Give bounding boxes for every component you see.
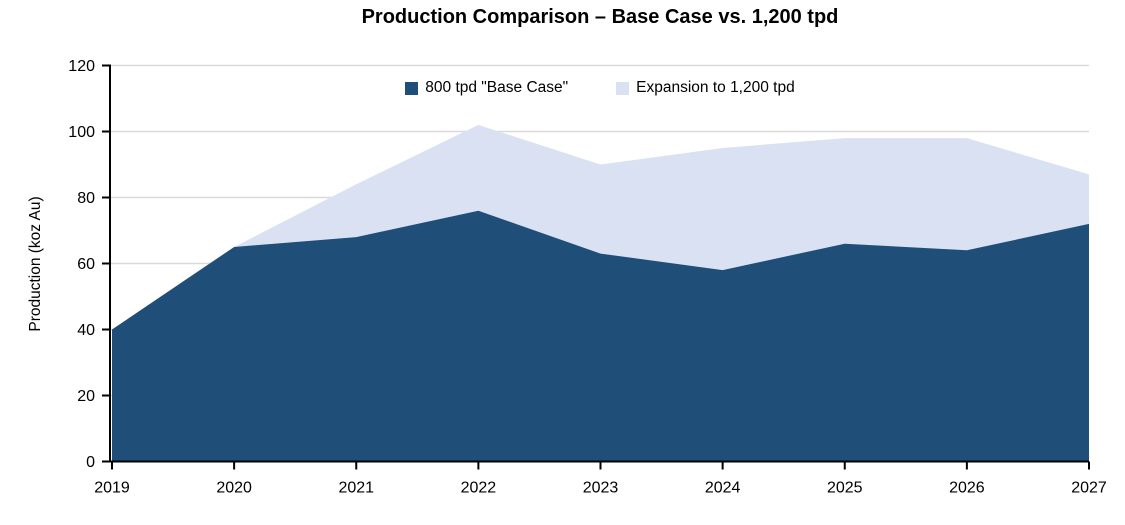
y-tick-label-40: 40 [77, 322, 95, 339]
legend-label-base: 800 tpd "Base Case" [425, 79, 569, 96]
legend-item-expansion: Expansion to 1,200 tpd [616, 79, 795, 97]
x-tick-label-2021: 2021 [338, 480, 374, 497]
x-tick-label-2023: 2023 [583, 480, 619, 497]
x-tick-label-2022: 2022 [461, 480, 497, 497]
base-case-area [112, 210, 1089, 462]
legend-swatch-base-icon [405, 81, 419, 95]
legend-label-expansion: Expansion to 1,200 tpd [636, 79, 795, 96]
x-tick-label-2019: 2019 [94, 480, 130, 497]
chart-title: Production Comparison – Base Case vs. 1,… [361, 6, 839, 28]
y-tick-label-100: 100 [68, 124, 95, 141]
legend-swatch-expansion-icon [616, 81, 630, 95]
x-tick-label-2026: 2026 [949, 480, 985, 497]
legend-item-base-case: 800 tpd "Base Case" [405, 79, 568, 97]
x-tick-label-2020: 2020 [216, 480, 252, 497]
chart-legend: 800 tpd "Base Case" Expansion to 1,200 t… [111, 79, 1089, 97]
x-tick-label-2024: 2024 [705, 480, 741, 497]
y-tick-label-60: 60 [77, 256, 95, 273]
y-tick-label-120: 120 [68, 58, 95, 75]
y-tick-label-0: 0 [86, 454, 95, 471]
x-tick-label-2025: 2025 [827, 480, 863, 497]
y-tick-label-80: 80 [77, 190, 95, 207]
y-tick-label-20: 20 [77, 388, 95, 405]
x-tick-label-2027: 2027 [1071, 480, 1107, 497]
